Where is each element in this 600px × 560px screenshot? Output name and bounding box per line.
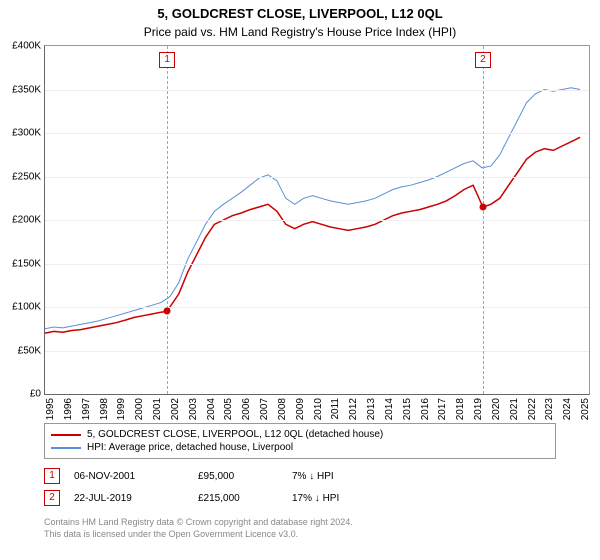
sales-row-badge: 1 [44,468,60,484]
x-tick-label: 2023 [544,398,555,420]
x-tick-label: 2012 [348,398,359,420]
chart-subtitle: Price paid vs. HM Land Registry's House … [0,21,600,45]
y-tick-label: £200K [12,215,41,226]
gridline-h [45,133,589,134]
plot-area: £0£50K£100K£150K£200K£250K£300K£350K£400… [44,45,590,395]
x-tick-label: 2017 [437,398,448,420]
legend: 5, GOLDCREST CLOSE, LIVERPOOL, L12 0QL (… [44,423,556,459]
sales-row-diff: 17% ↓ HPI [292,493,382,504]
footer-line: Contains HM Land Registry data © Crown c… [44,517,556,529]
x-tick-label: 2013 [366,398,377,420]
y-tick-label: £250K [12,171,41,182]
x-tick-label: 2018 [455,398,466,420]
chart-container: 5, GOLDCREST CLOSE, LIVERPOOL, L12 0QL P… [0,0,600,560]
x-tick-label: 2015 [402,398,413,420]
y-tick-label: £400K [12,41,41,52]
x-tick-label: 2025 [580,398,591,420]
sale-marker-badge: 2 [475,52,491,68]
sales-row-badge: 2 [44,490,60,506]
x-tick-label: 1996 [63,398,74,420]
legend-label: HPI: Average price, detached house, Live… [87,442,293,453]
chart-title: 5, GOLDCREST CLOSE, LIVERPOOL, L12 0QL [0,0,600,21]
sale-marker-dot [164,308,171,315]
x-tick-label: 2019 [473,398,484,420]
x-tick-label: 2021 [509,398,520,420]
y-tick-label: £300K [12,128,41,139]
x-tick-label: 1999 [116,398,127,420]
legend-row: 5, GOLDCREST CLOSE, LIVERPOOL, L12 0QL (… [51,428,549,441]
sales-row-date: 22-JUL-2019 [74,493,184,504]
x-tick-label: 2004 [206,398,217,420]
sales-row-date: 06-NOV-2001 [74,471,184,482]
x-tick-label: 2000 [134,398,145,420]
x-tick-label: 2003 [188,398,199,420]
series-line-hpi [45,88,580,329]
gridline-h [45,90,589,91]
sales-row-diff: 7% ↓ HPI [292,471,382,482]
x-tick-label: 2010 [313,398,324,420]
x-tick-label: 2009 [295,398,306,420]
sale-marker-line [167,46,168,394]
legend-row: HPI: Average price, detached house, Live… [51,441,549,454]
x-tick-label: 2006 [241,398,252,420]
x-tick-label: 1997 [81,398,92,420]
x-tick-label: 2005 [223,398,234,420]
x-tick-label: 2008 [277,398,288,420]
sale-marker-line [483,46,484,394]
gridline-h [45,264,589,265]
y-tick-label: £0 [30,389,41,400]
y-tick-label: £100K [12,302,41,313]
x-tick-label: 1998 [99,398,110,420]
gridline-h [45,307,589,308]
y-tick-label: £350K [12,84,41,95]
sale-marker-dot [479,203,486,210]
y-tick-label: £150K [12,258,41,269]
gridline-h [45,177,589,178]
x-tick-label: 2016 [420,398,431,420]
footer-attribution: Contains HM Land Registry data © Crown c… [44,517,556,540]
footer-line: This data is licensed under the Open Gov… [44,529,556,541]
x-tick-label: 2022 [527,398,538,420]
legend-swatch [51,434,81,436]
x-tick-label: 2001 [152,398,163,420]
x-tick-label: 2007 [259,398,270,420]
legend-swatch [51,447,81,449]
x-tick-label: 1995 [45,398,56,420]
sale-marker-badge: 1 [159,52,175,68]
gridline-h [45,351,589,352]
sales-row-price: £95,000 [198,471,278,482]
legend-label: 5, GOLDCREST CLOSE, LIVERPOOL, L12 0QL (… [87,429,383,440]
x-tick-label: 2020 [491,398,502,420]
sales-row-price: £215,000 [198,493,278,504]
sales-row: 1 06-NOV-2001 £95,000 7% ↓ HPI [44,465,556,487]
x-tick-label: 2024 [562,398,573,420]
sales-table: 1 06-NOV-2001 £95,000 7% ↓ HPI 2 22-JUL-2019 £… [44,465,556,509]
sales-row: 2 22-JUL-2019 £215,000 17% ↓ HPI [44,487,556,509]
x-tick-label: 2014 [384,398,395,420]
x-tick-label: 2002 [170,398,181,420]
gridline-h [45,220,589,221]
y-tick-label: £50K [18,345,41,356]
x-tick-label: 2011 [330,398,341,420]
series-line-property [45,137,580,333]
